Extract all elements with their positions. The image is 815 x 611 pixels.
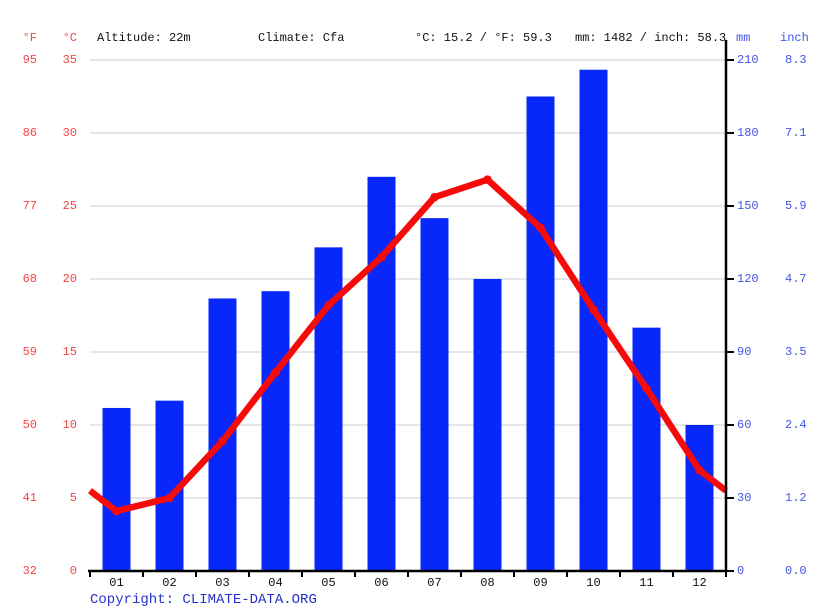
temperature-point-11 xyxy=(642,384,651,393)
gridlines xyxy=(90,59,726,499)
bar-month-07 xyxy=(420,218,449,571)
temperature-markers xyxy=(112,175,704,516)
temperature-point-01 xyxy=(112,506,121,516)
temperature-point-05 xyxy=(324,300,333,310)
temperature-point-10 xyxy=(589,305,598,314)
temperature-point-07 xyxy=(430,192,439,202)
temperature-line xyxy=(88,176,728,515)
bar-month-03 xyxy=(208,298,237,571)
bar-month-06 xyxy=(367,176,396,572)
bar-month-04 xyxy=(261,291,290,571)
precipitation-bars xyxy=(102,69,714,572)
bar-month-12 xyxy=(685,425,714,571)
bar-month-11 xyxy=(632,327,661,571)
fahrenheit-unit-label: °F xyxy=(22,31,37,45)
copyright-link[interactable]: CLIMATE-DATA.ORG xyxy=(182,592,317,608)
temperature-point-09 xyxy=(536,223,545,233)
copyright-prefix: Copyright: xyxy=(90,592,183,608)
bar-month-09 xyxy=(526,96,555,571)
temperature-point-02 xyxy=(165,493,174,503)
temperature-point-04 xyxy=(271,368,280,377)
temperature-point-08 xyxy=(483,175,492,185)
climate-class-info: Climate: Cfa xyxy=(258,31,345,45)
temperature-summary: °C: 15.2 / °F: 59.3 xyxy=(415,31,552,45)
x-axis xyxy=(88,569,727,577)
mm-unit-label: mm xyxy=(736,31,751,45)
temperature-point-03 xyxy=(218,436,227,446)
precipitation-summary: mm: 1482 / inch: 58.3 xyxy=(575,31,727,45)
temperature-point-06 xyxy=(377,252,386,262)
bar-month-01 xyxy=(102,407,131,571)
altitude-info: Altitude: 22m xyxy=(97,31,191,45)
celsius-unit-label: °C xyxy=(62,31,77,45)
inch-unit-label: inch xyxy=(780,31,809,45)
bar-month-08 xyxy=(473,279,502,571)
copyright-line: Copyright: CLIMATE-DATA.ORG xyxy=(90,592,317,609)
y-axis-right xyxy=(724,40,734,572)
temperature-point-12 xyxy=(695,465,704,475)
